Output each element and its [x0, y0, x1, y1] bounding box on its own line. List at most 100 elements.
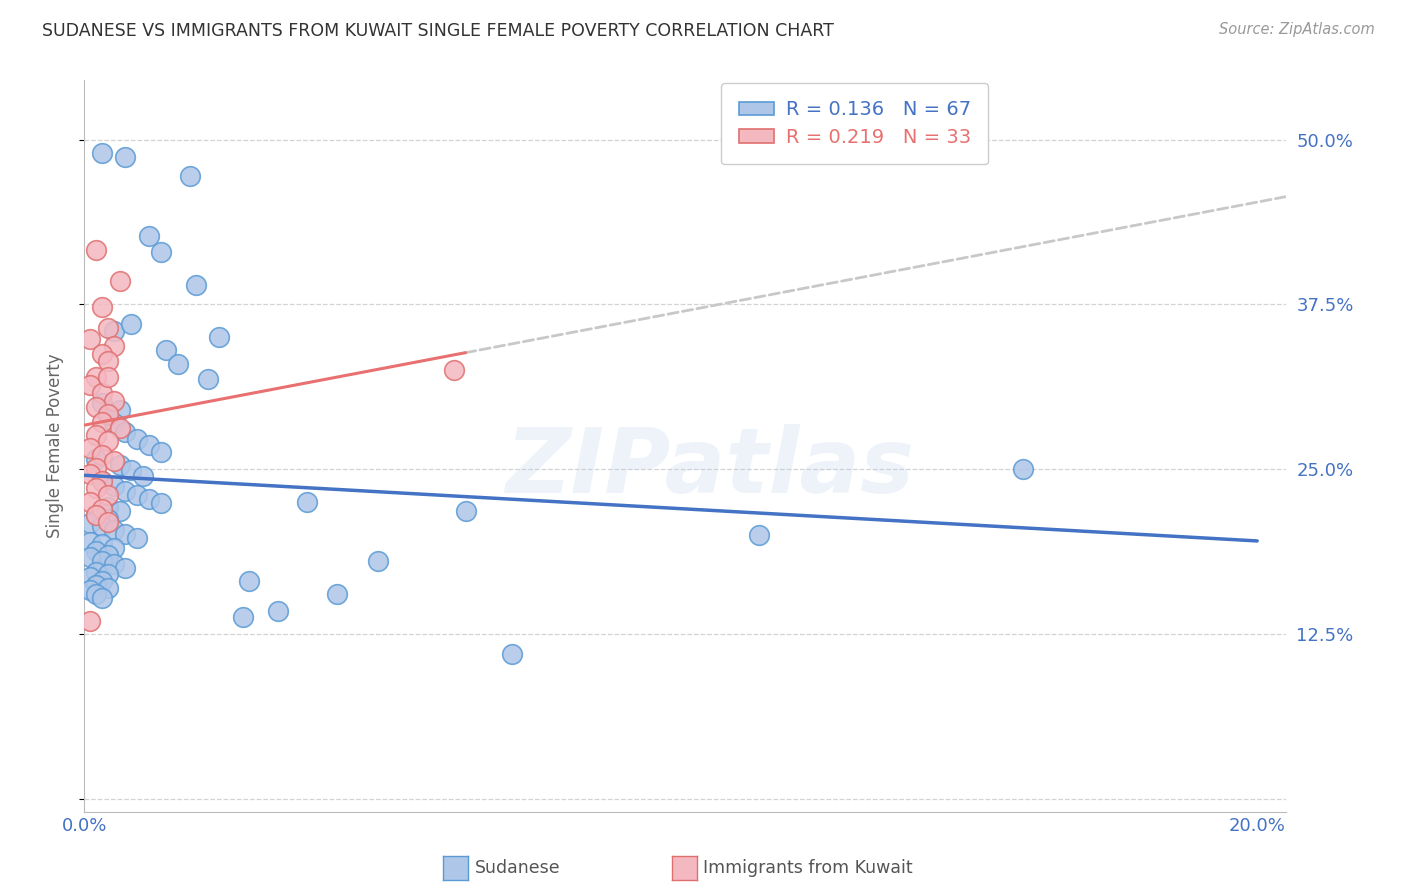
Point — [108, 402, 131, 417]
Point — [91, 347, 114, 361]
Point — [167, 357, 190, 371]
Point — [114, 526, 136, 541]
Point — [103, 339, 125, 353]
Point — [149, 244, 172, 259]
Point — [108, 458, 131, 472]
Point — [84, 565, 107, 579]
Point — [114, 561, 136, 575]
Point — [91, 145, 114, 160]
Point — [91, 574, 114, 588]
Point — [103, 541, 125, 556]
Point — [114, 484, 136, 499]
Point — [91, 474, 114, 488]
Point — [97, 354, 120, 368]
Point — [91, 501, 114, 516]
Point — [79, 550, 101, 565]
Point — [97, 369, 120, 384]
Point — [84, 508, 107, 523]
Point — [155, 343, 177, 358]
Point — [108, 421, 131, 435]
Point — [127, 488, 149, 502]
Point — [238, 574, 260, 588]
Point — [79, 614, 101, 628]
Point — [138, 228, 160, 243]
Point — [454, 504, 477, 518]
Point — [79, 583, 101, 598]
Y-axis label: Single Female Poverty: Single Female Poverty — [45, 354, 63, 538]
Point — [91, 300, 114, 314]
Point — [325, 587, 347, 601]
Point — [79, 534, 101, 549]
Point — [103, 324, 125, 338]
Point — [197, 372, 219, 386]
Point — [179, 169, 201, 184]
Point — [1011, 462, 1033, 476]
Point — [91, 537, 114, 551]
Point — [84, 427, 107, 442]
Point — [84, 460, 107, 475]
Point — [367, 554, 389, 568]
Point — [103, 416, 125, 430]
Point — [108, 274, 131, 288]
Point — [97, 567, 120, 582]
Point — [97, 434, 120, 449]
Point — [91, 554, 114, 568]
Text: ZIPatlas: ZIPatlas — [505, 424, 914, 512]
Point — [84, 369, 107, 384]
Point — [97, 515, 120, 529]
Point — [84, 508, 107, 523]
Point — [97, 581, 120, 595]
Point — [103, 523, 125, 537]
Point — [127, 531, 149, 545]
Point — [79, 332, 101, 346]
Point — [84, 578, 107, 592]
Point — [149, 496, 172, 510]
Point — [501, 647, 523, 661]
Point — [84, 244, 107, 258]
Point — [443, 363, 465, 377]
Text: SUDANESE VS IMMIGRANTS FROM KUWAIT SINGLE FEMALE POVERTY CORRELATION CHART: SUDANESE VS IMMIGRANTS FROM KUWAIT SINGL… — [42, 22, 834, 40]
Point — [79, 570, 101, 584]
Point — [91, 518, 114, 533]
Point — [91, 591, 114, 606]
Point — [84, 451, 107, 466]
Point — [138, 438, 160, 452]
Point — [97, 407, 120, 421]
Text: Sudanese: Sudanese — [475, 859, 561, 877]
Point — [208, 330, 231, 344]
Point — [127, 432, 149, 446]
Point — [84, 481, 107, 495]
Point — [295, 495, 318, 509]
Point — [84, 543, 107, 558]
Point — [79, 441, 101, 455]
Point — [748, 528, 770, 542]
Point — [97, 500, 120, 515]
Point — [97, 548, 120, 562]
Point — [114, 425, 136, 439]
Point — [91, 396, 114, 410]
Point — [103, 454, 125, 468]
Text: Source: ZipAtlas.com: Source: ZipAtlas.com — [1219, 22, 1375, 37]
Legend: R = 0.136   N = 67, R = 0.219   N = 33: R = 0.136 N = 67, R = 0.219 N = 33 — [721, 83, 988, 164]
Point — [97, 512, 120, 526]
Point — [138, 492, 160, 507]
Point — [120, 317, 142, 331]
Point — [114, 150, 136, 164]
Point — [97, 408, 120, 422]
Point — [79, 495, 101, 509]
Point — [91, 415, 114, 429]
Point — [132, 468, 155, 483]
Point — [232, 609, 254, 624]
Point — [79, 516, 101, 530]
Point — [91, 385, 114, 400]
Point — [103, 557, 125, 571]
Point — [184, 277, 207, 292]
Point — [120, 463, 142, 477]
Point — [84, 587, 107, 601]
Point — [267, 604, 290, 618]
Point — [79, 377, 101, 392]
Point — [108, 504, 131, 518]
Point — [97, 488, 120, 502]
Point — [103, 479, 125, 493]
Point — [97, 321, 120, 335]
